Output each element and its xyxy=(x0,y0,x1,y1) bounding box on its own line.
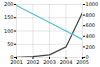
svg-text:400: 400 xyxy=(86,33,96,39)
svg-text:0: 0 xyxy=(10,54,13,60)
svg-text:2001: 2001 xyxy=(10,59,23,66)
svg-text:150: 150 xyxy=(4,14,14,20)
svg-text:2003: 2003 xyxy=(43,59,56,65)
svg-text:100: 100 xyxy=(4,28,14,34)
svg-text:600: 600 xyxy=(86,22,96,28)
svg-text:50: 50 xyxy=(7,41,13,47)
svg-text:2005: 2005 xyxy=(76,59,89,66)
svg-text:2004: 2004 xyxy=(60,59,73,65)
svg-text:1000: 1000 xyxy=(86,1,99,7)
svg-text:200: 200 xyxy=(86,44,96,50)
svg-text:800: 800 xyxy=(86,12,96,18)
svg-text:2002: 2002 xyxy=(27,59,40,65)
svg-text:200: 200 xyxy=(4,1,14,7)
svg-text:0: 0 xyxy=(86,54,89,60)
